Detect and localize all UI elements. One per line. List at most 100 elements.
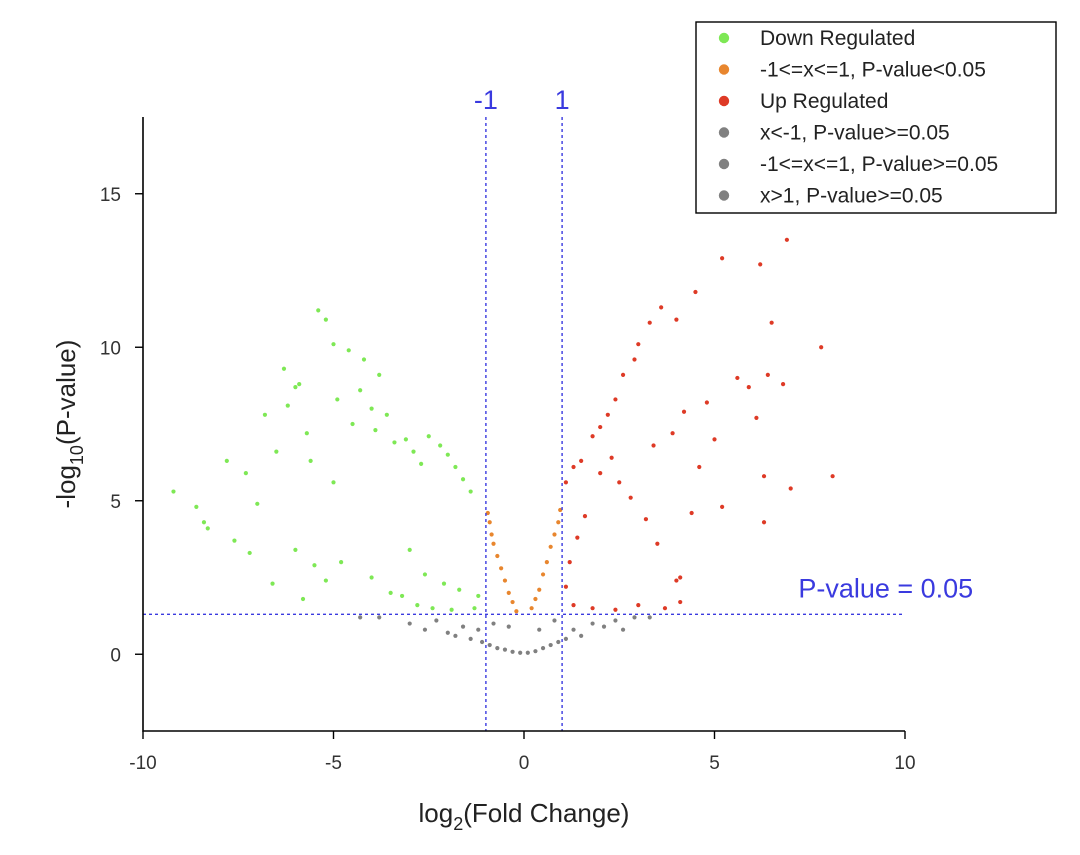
legend-entries: Down Regulated -1<=x<=1, P-value<0.05 Up R… bbox=[718, 27, 998, 208]
data-point bbox=[558, 507, 563, 513]
data-point bbox=[598, 471, 603, 476]
data-point bbox=[830, 474, 835, 479]
data-point bbox=[335, 397, 340, 402]
data-point bbox=[537, 587, 542, 592]
data-point bbox=[468, 636, 473, 642]
data-point bbox=[529, 606, 534, 611]
data-point bbox=[403, 437, 408, 442]
data-point bbox=[632, 615, 637, 620]
data-point bbox=[590, 621, 595, 626]
data-point bbox=[434, 618, 439, 623]
data-point bbox=[563, 584, 569, 589]
data-point bbox=[499, 566, 504, 571]
data-point bbox=[270, 581, 275, 586]
y-tick-label: 15 bbox=[100, 185, 121, 206]
data-point bbox=[628, 495, 633, 500]
data-point bbox=[460, 477, 466, 482]
data-point bbox=[544, 560, 549, 565]
data-point bbox=[495, 646, 500, 651]
data-point bbox=[281, 366, 287, 371]
legend-marker bbox=[718, 158, 730, 170]
data-point bbox=[358, 615, 363, 620]
data-point bbox=[358, 388, 363, 393]
data-point bbox=[819, 345, 824, 350]
data-point bbox=[453, 464, 458, 470]
data-point bbox=[369, 575, 374, 580]
data-point bbox=[312, 563, 317, 568]
data-point bbox=[681, 409, 687, 414]
data-point bbox=[506, 590, 511, 595]
x-axis-title: log2(Fold Change) bbox=[419, 798, 630, 834]
x-tick-label: -5 bbox=[325, 753, 342, 774]
series-5 bbox=[563, 615, 652, 642]
data-point bbox=[659, 305, 664, 310]
data-point bbox=[518, 650, 523, 655]
data-point bbox=[489, 532, 494, 537]
data-point bbox=[754, 415, 759, 420]
data-point bbox=[422, 627, 428, 632]
data-point bbox=[632, 357, 637, 362]
data-point bbox=[460, 624, 466, 629]
data-point bbox=[274, 449, 279, 454]
data-point bbox=[285, 403, 290, 408]
reference-label-pvalue: P-value = 0.05 bbox=[798, 573, 973, 603]
data-point bbox=[548, 544, 553, 549]
data-point bbox=[620, 627, 626, 632]
data-point bbox=[563, 636, 569, 642]
data-point bbox=[445, 630, 450, 635]
data-point bbox=[331, 342, 336, 347]
data-point bbox=[533, 649, 538, 654]
data-point bbox=[571, 464, 576, 470]
data-point bbox=[670, 431, 675, 436]
data-point bbox=[746, 385, 751, 390]
data-point bbox=[445, 452, 450, 457]
data-point bbox=[590, 434, 595, 439]
data-point bbox=[377, 372, 382, 377]
data-point bbox=[563, 480, 569, 485]
data-point bbox=[613, 607, 618, 612]
data-point bbox=[780, 381, 786, 387]
data-point bbox=[415, 603, 420, 608]
data-point bbox=[479, 639, 485, 645]
x-axis-ticks: -10 -5 0 5 10 bbox=[129, 731, 916, 774]
series-0 bbox=[171, 308, 481, 612]
data-point bbox=[361, 357, 367, 362]
data-point bbox=[297, 381, 302, 387]
data-point bbox=[697, 464, 702, 470]
data-point bbox=[502, 578, 508, 583]
data-point bbox=[579, 458, 584, 463]
data-point bbox=[346, 348, 351, 353]
data-point bbox=[678, 599, 683, 605]
data-point bbox=[712, 437, 717, 442]
data-point bbox=[620, 372, 626, 377]
legend-label: Up Regulated bbox=[760, 90, 888, 113]
series-4 bbox=[487, 618, 561, 655]
data-point bbox=[571, 603, 576, 608]
data-point bbox=[689, 510, 694, 516]
x-tick-label: 0 bbox=[519, 753, 530, 774]
data-point bbox=[323, 317, 328, 322]
data-point bbox=[651, 443, 656, 448]
data-point bbox=[491, 621, 496, 626]
legend-label: -1<=x<=1, P-value>=0.05 bbox=[760, 153, 998, 176]
data-point bbox=[422, 572, 428, 577]
data-point bbox=[761, 474, 767, 479]
legend-marker bbox=[718, 190, 730, 201]
data-point bbox=[205, 526, 210, 531]
data-point bbox=[472, 606, 477, 611]
data-point bbox=[525, 650, 530, 655]
data-point bbox=[548, 642, 553, 648]
legend: Down Regulated -1<=x<=1, P-value<0.05 Up R… bbox=[695, 21, 1057, 214]
data-point bbox=[426, 434, 431, 439]
data-point bbox=[552, 532, 557, 537]
data-point bbox=[510, 599, 515, 605]
legend-marker bbox=[718, 32, 730, 44]
y-axis-title: -log10(P-value) bbox=[51, 340, 87, 509]
data-point bbox=[761, 520, 767, 525]
data-point bbox=[293, 385, 298, 390]
data-point bbox=[331, 480, 336, 485]
y-tick-label: 0 bbox=[110, 645, 121, 666]
y-tick-label: 5 bbox=[110, 492, 121, 513]
data-point bbox=[601, 624, 607, 629]
reference-lines: -1 1 P-value = 0.05 bbox=[143, 85, 973, 731]
